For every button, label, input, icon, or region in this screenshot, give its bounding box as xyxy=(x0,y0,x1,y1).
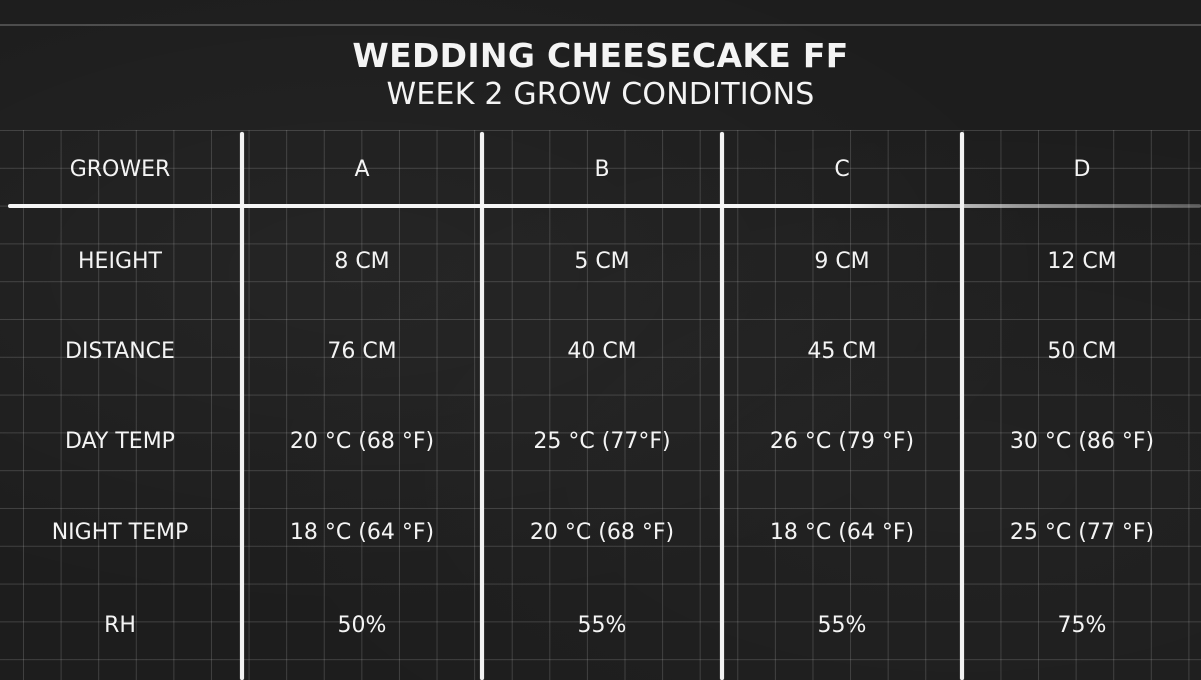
header-cell-a: A xyxy=(354,157,370,182)
background-grid xyxy=(0,130,1201,680)
header-divider xyxy=(8,204,1201,208)
column-divider xyxy=(720,132,724,680)
table-cell: 75% xyxy=(1057,613,1107,638)
table-cell: 12 CM xyxy=(1047,249,1117,274)
table-cell: 50% xyxy=(337,613,387,638)
table-cell: 5 CM xyxy=(574,249,630,274)
table-cell: 8 CM xyxy=(334,249,390,274)
table-cell: 30 °C (86 °F) xyxy=(1009,429,1155,454)
table-cell: 20 °C (68 °F) xyxy=(289,429,435,454)
header-cell-b: B xyxy=(594,157,610,182)
row-label-height: HEIGHT xyxy=(78,249,162,274)
page-subtitle: WEEK 2 GROW CONDITIONS xyxy=(386,77,815,112)
header-cell-c: C xyxy=(834,157,850,182)
table-cell: 50 CM xyxy=(1047,339,1117,364)
table-cell: 20 °C (68 °F) xyxy=(529,520,675,545)
page-title: WEDDING CHEESECAKE FF xyxy=(352,36,849,75)
row-label-day-temp: DAY TEMP xyxy=(65,429,175,454)
row-label-distance: DISTANCE xyxy=(65,339,175,364)
column-divider xyxy=(240,132,244,680)
column-divider xyxy=(960,132,964,680)
table-cell: 18 °C (64 °F) xyxy=(289,520,435,545)
row-label-night-temp: NIGHT TEMP xyxy=(51,520,189,545)
table-cell: 76 CM xyxy=(327,339,397,364)
table-cell: 25 °C (77°F) xyxy=(533,429,671,454)
column-divider xyxy=(480,132,484,680)
title-block: WEDDING CHEESECAKE FF WEEK 2 GROW CONDIT… xyxy=(0,36,1201,114)
table-cell: 25 °C (77 °F) xyxy=(1009,520,1155,545)
table-cell: 40 CM xyxy=(567,339,637,364)
table-cell: 9 CM xyxy=(814,249,870,274)
top-grid-line xyxy=(0,24,1201,26)
table-cell: 45 CM xyxy=(807,339,877,364)
header-cell-grower: GROWER xyxy=(69,157,171,182)
table-cell: 55% xyxy=(577,613,627,638)
header-cell-d: D xyxy=(1073,157,1091,182)
row-label-rh: RH xyxy=(104,613,136,638)
table-cell: 18 °C (64 °F) xyxy=(769,520,915,545)
table-cell: 55% xyxy=(817,613,867,638)
table-cell: 26 °C (79 °F) xyxy=(769,429,915,454)
